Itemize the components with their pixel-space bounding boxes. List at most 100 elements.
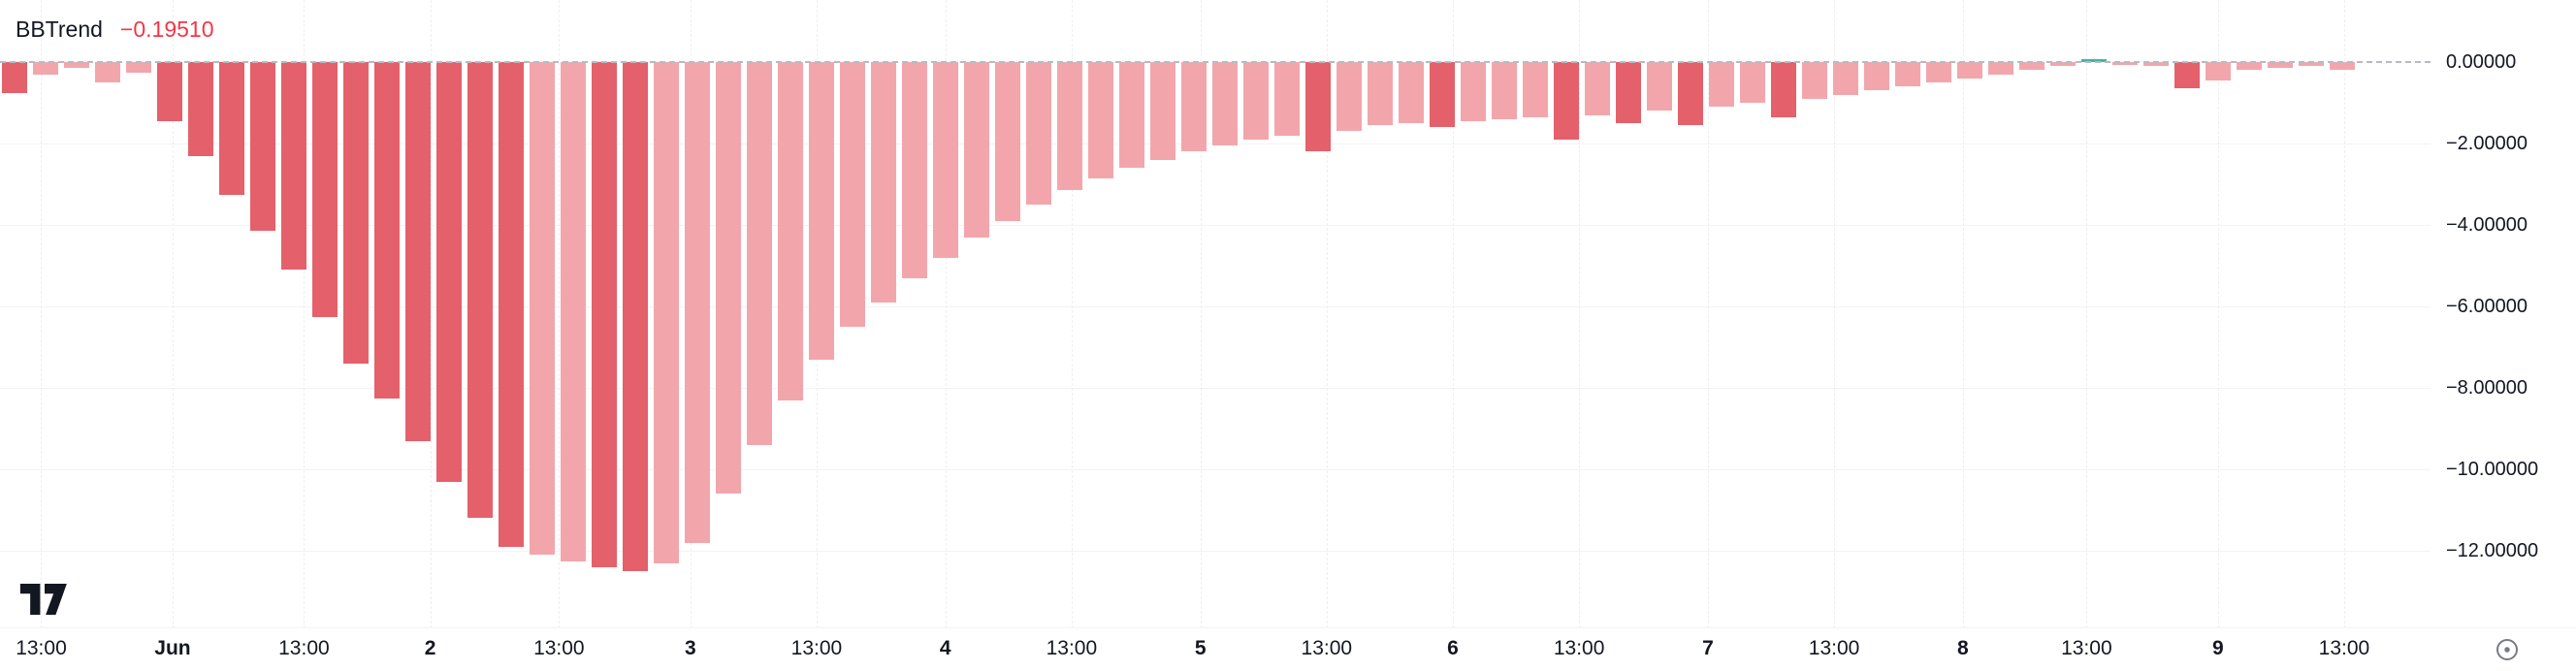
histogram-bar — [809, 62, 834, 360]
time-scale-label: 7 — [1702, 637, 1714, 659]
time-scale-label: 13:00 — [1301, 637, 1353, 659]
histogram-bar — [1336, 62, 1362, 132]
histogram-bar — [157, 62, 182, 121]
vertical-gridline — [172, 0, 174, 628]
histogram-bar — [964, 62, 989, 238]
time-scale-label: 13:00 — [278, 637, 330, 659]
indicator-name[interactable]: BBTrend — [16, 16, 103, 42]
horizontal-gridline — [0, 388, 2431, 389]
histogram-bar — [2143, 62, 2169, 67]
circle-dot-icon — [2496, 639, 2518, 660]
histogram-bar — [1088, 62, 1113, 178]
vertical-gridline — [1326, 0, 1328, 628]
histogram-bar — [1368, 62, 1393, 126]
histogram-bar — [1150, 62, 1175, 160]
tradingview-logo-icon[interactable] — [19, 584, 70, 615]
histogram-bar — [64, 62, 89, 69]
histogram-bar — [250, 62, 275, 232]
time-scale-label: 4 — [939, 637, 951, 659]
histogram-bar — [871, 62, 896, 303]
price-scale-axis[interactable]: 0.00000 −2.00000 −4.00000 −6.00000 −8.00000 −… — [2431, 0, 2576, 628]
time-scale-label: 3 — [684, 637, 696, 659]
histogram-bar — [530, 62, 555, 556]
histogram-bar — [1678, 62, 1703, 126]
histogram-bar — [219, 62, 244, 195]
histogram-bar — [902, 62, 927, 278]
horizontal-gridline — [0, 551, 2431, 552]
time-scale-label: 2 — [424, 637, 436, 659]
vertical-gridline — [41, 0, 43, 628]
histogram-bar — [2206, 62, 2231, 80]
histogram-bar — [2237, 62, 2262, 71]
time-scale-label: 13:00 — [790, 637, 843, 659]
histogram-bar — [33, 62, 58, 75]
histogram-bar — [467, 62, 493, 519]
time-scale-label: 13:00 — [16, 637, 67, 659]
histogram-bar — [2, 62, 27, 93]
histogram-bar — [2268, 62, 2293, 69]
vertical-gridline — [2343, 0, 2345, 628]
histogram-bar — [281, 62, 306, 271]
histogram-bar — [1554, 62, 1579, 140]
histogram-bar — [1864, 62, 1889, 91]
histogram-bar — [1305, 62, 1331, 152]
histogram-bar — [1057, 62, 1082, 191]
histogram-bar — [188, 62, 213, 156]
histogram-bar — [343, 62, 369, 364]
price-scale-label: −10.00000 — [2446, 459, 2539, 480]
time-scale-label: 13:00 — [1553, 637, 1605, 659]
histogram-bar — [499, 62, 524, 547]
histogram-bar — [1833, 62, 1858, 95]
histogram-bar — [312, 62, 338, 317]
time-scale-axis[interactable]: 13:00 Jun 13:00 2 13:00 3 13:00 4 13:00 5 13:00 6 13… — [0, 627, 2576, 671]
histogram-bar — [1895, 62, 1920, 87]
histogram-bar — [592, 62, 617, 567]
vertical-gridline — [1707, 0, 1709, 628]
histogram-bar — [2050, 62, 2076, 67]
time-scale-label: 5 — [1194, 637, 1207, 659]
histogram-bar — [1926, 62, 1951, 82]
time-scale-label: Jun — [154, 637, 191, 659]
histogram-bar — [747, 62, 772, 445]
horizontal-gridline — [0, 469, 2431, 470]
time-scale-label: 13:00 — [2318, 637, 2370, 659]
scale-settings-icon[interactable] — [2493, 635, 2522, 664]
histogram-bar — [1988, 62, 2013, 75]
horizontal-gridline — [0, 225, 2431, 226]
time-scale-label: 13:00 — [1808, 637, 1860, 659]
histogram-bar — [1274, 62, 1300, 136]
histogram-bar — [716, 62, 741, 495]
time-scale-label: 13:00 — [2061, 637, 2112, 659]
histogram-bar — [2081, 58, 2107, 62]
histogram-bar — [2174, 62, 2200, 89]
horizontal-gridline — [0, 306, 2431, 307]
histogram-bar — [1430, 62, 1455, 128]
histogram-bar — [654, 62, 679, 563]
vertical-gridline — [1962, 0, 1964, 628]
vertical-gridline — [1579, 0, 1581, 628]
histogram-bar — [2112, 62, 2138, 65]
histogram-plot-area[interactable] — [0, 0, 2431, 628]
histogram-bar — [405, 62, 431, 441]
histogram-bar — [1709, 62, 1734, 108]
indicator-last-value: −0.19510 — [119, 16, 214, 42]
vertical-gridline — [1071, 0, 1073, 628]
histogram-bar — [1399, 62, 1424, 123]
histogram-bar — [1523, 62, 1548, 117]
vertical-gridline — [304, 0, 306, 628]
histogram-bar — [1647, 62, 1672, 112]
vertical-gridline — [2217, 0, 2219, 628]
histogram-bar — [2019, 62, 2045, 71]
vertical-gridline — [1200, 0, 1202, 628]
price-scale-label: 0.00000 — [2446, 51, 2517, 73]
histogram-bar — [1957, 62, 1982, 79]
time-scale-label: 8 — [1957, 637, 1969, 659]
histogram-bar — [436, 62, 462, 482]
histogram-bar — [1461, 62, 1486, 121]
price-scale-label: −4.00000 — [2446, 214, 2528, 236]
time-scale-label: 9 — [2211, 637, 2224, 659]
price-scale-label: −6.00000 — [2446, 296, 2528, 317]
histogram-bar — [2330, 62, 2355, 71]
histogram-bar — [623, 62, 648, 571]
